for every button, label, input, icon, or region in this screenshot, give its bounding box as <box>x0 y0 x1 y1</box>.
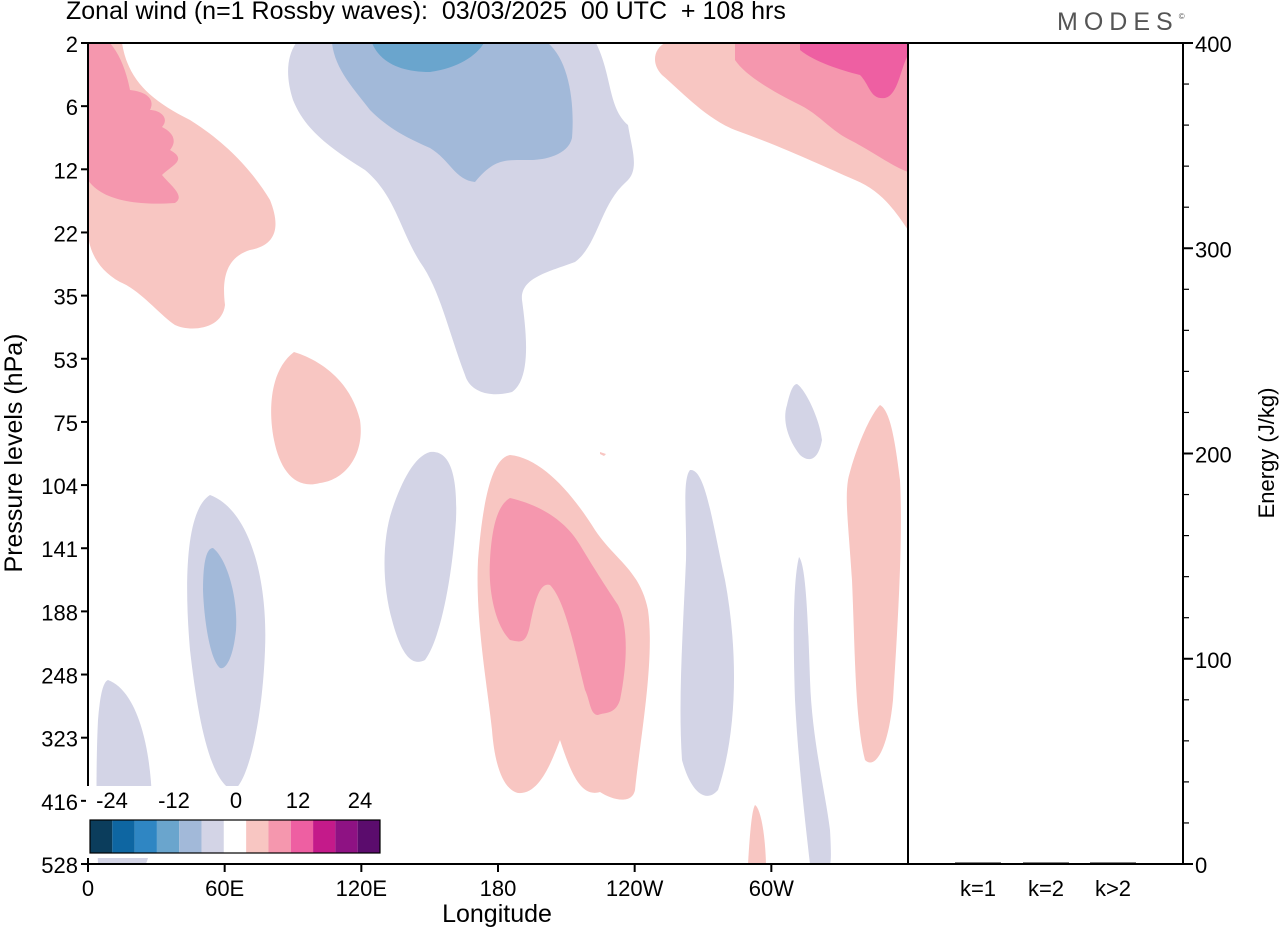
copyright-mark: © <box>1178 12 1185 21</box>
legend-swatch <box>223 820 247 853</box>
energy-category-label: k=1 <box>960 876 996 901</box>
y-tick-label-22: 22 <box>54 221 78 246</box>
y-axis-pressure: 2 6 12 22 35 53 75 104 141 188 248 323 416 528 <box>41 32 88 878</box>
legend-label: 0 <box>230 788 242 813</box>
energy-bars: k=1 k=2 k>2 <box>955 862 1136 901</box>
legend-label: -24 <box>96 788 128 813</box>
energy-tick-label-300: 300 <box>1195 237 1232 262</box>
contour-field <box>88 43 908 864</box>
contour-positive-180-mid <box>489 498 626 715</box>
y-axis-label: Pressure levels (hPa) <box>0 334 28 573</box>
energy-category-label: k=2 <box>1028 876 1064 901</box>
legend-label: 12 <box>286 788 310 813</box>
y-tick-label-416: 416 <box>41 790 78 815</box>
x-tick-label-120W: 120W <box>606 876 664 901</box>
y-tick-label-323: 323 <box>41 727 78 752</box>
legend-swatch <box>290 820 314 853</box>
brand-text: MODES <box>1057 8 1179 36</box>
contour-positive-upper-right-dark <box>800 43 908 99</box>
energy-category-label: k>2 <box>1095 876 1131 901</box>
energy-bar-1 <box>955 862 1001 864</box>
contour-positive-upper-left-mid <box>88 43 179 204</box>
y-tick-label-248: 248 <box>41 664 78 689</box>
contour-negative-lower-90w <box>680 469 735 796</box>
chart-title: Zonal wind (n=1 Rossby waves): 03/03/202… <box>66 0 786 25</box>
legend-swatch <box>112 820 135 853</box>
energy-bar-2 <box>1023 862 1069 864</box>
legend-label: 24 <box>348 788 372 813</box>
y-tick-label-12: 12 <box>54 158 78 183</box>
y-tick-label-528: 528 <box>41 853 78 878</box>
legend-swatch <box>335 820 358 853</box>
contour-negative-lower-60w-column <box>793 557 831 864</box>
x-axis-longitude: 0 60E 120E 180 120W 60W <box>82 864 794 901</box>
contour-negative-upper-mid <box>332 43 573 182</box>
legend-swatch <box>268 820 291 853</box>
legend-swatch <box>179 820 202 853</box>
y-tick-label-104: 104 <box>41 474 78 499</box>
y-tick-label-75: 75 <box>54 411 78 436</box>
legend-swatch <box>201 820 224 853</box>
y-tick-label-6: 6 <box>66 95 78 120</box>
contour-positive-speck <box>600 452 606 456</box>
x-axis-label: Longitude <box>442 900 552 928</box>
contour-negative-upper-dark <box>372 43 484 72</box>
energy-tick-label-0: 0 <box>1195 853 1207 878</box>
energy-tick-label-200: 200 <box>1195 443 1232 468</box>
y-tick-label-141: 141 <box>41 537 78 562</box>
legend-swatch <box>90 820 113 853</box>
contour-negative-lower-150e <box>384 451 457 662</box>
energy-tick-label-100: 100 <box>1195 648 1232 673</box>
y-tick-label-35: 35 <box>54 285 78 310</box>
energy-tick-label-400: 400 <box>1195 32 1232 57</box>
contour-negative-lower-60w-top <box>785 384 822 460</box>
legend-swatch <box>246 820 269 853</box>
y-axis-energy: 0 100 200 300 400 <box>1183 32 1232 878</box>
contour-positive-60w-right <box>846 405 901 763</box>
x-tick-label-60W: 60W <box>749 876 794 901</box>
colorbar-legend: -24 -12 0 12 24 <box>86 786 384 858</box>
x-tick-label-60E: 60E <box>205 876 244 901</box>
x-tick-label-0: 0 <box>82 876 94 901</box>
contour-negative-lower-60e-inner <box>203 548 237 669</box>
legend-swatch <box>357 820 380 853</box>
brand-logo: MODES© <box>1057 8 1185 37</box>
y-axis-right-label: Energy (J/kg) <box>1254 388 1279 519</box>
contour-positive-53hpa <box>271 352 361 485</box>
legend-frame <box>89 819 381 854</box>
legend-label: -12 <box>158 788 190 813</box>
y-tick-label-2: 2 <box>66 32 78 57</box>
y-tick-label-188: 188 <box>41 600 78 625</box>
x-tick-label-180: 180 <box>480 876 517 901</box>
legend-swatch <box>313 820 336 853</box>
energy-bar-3 <box>1090 862 1136 864</box>
x-tick-label-120E: 120E <box>336 876 387 901</box>
y-tick-label-53: 53 <box>54 348 78 373</box>
legend-swatch <box>134 820 157 853</box>
legend-swatch <box>156 820 180 853</box>
contour-positive-bottom-sliver <box>748 805 766 864</box>
